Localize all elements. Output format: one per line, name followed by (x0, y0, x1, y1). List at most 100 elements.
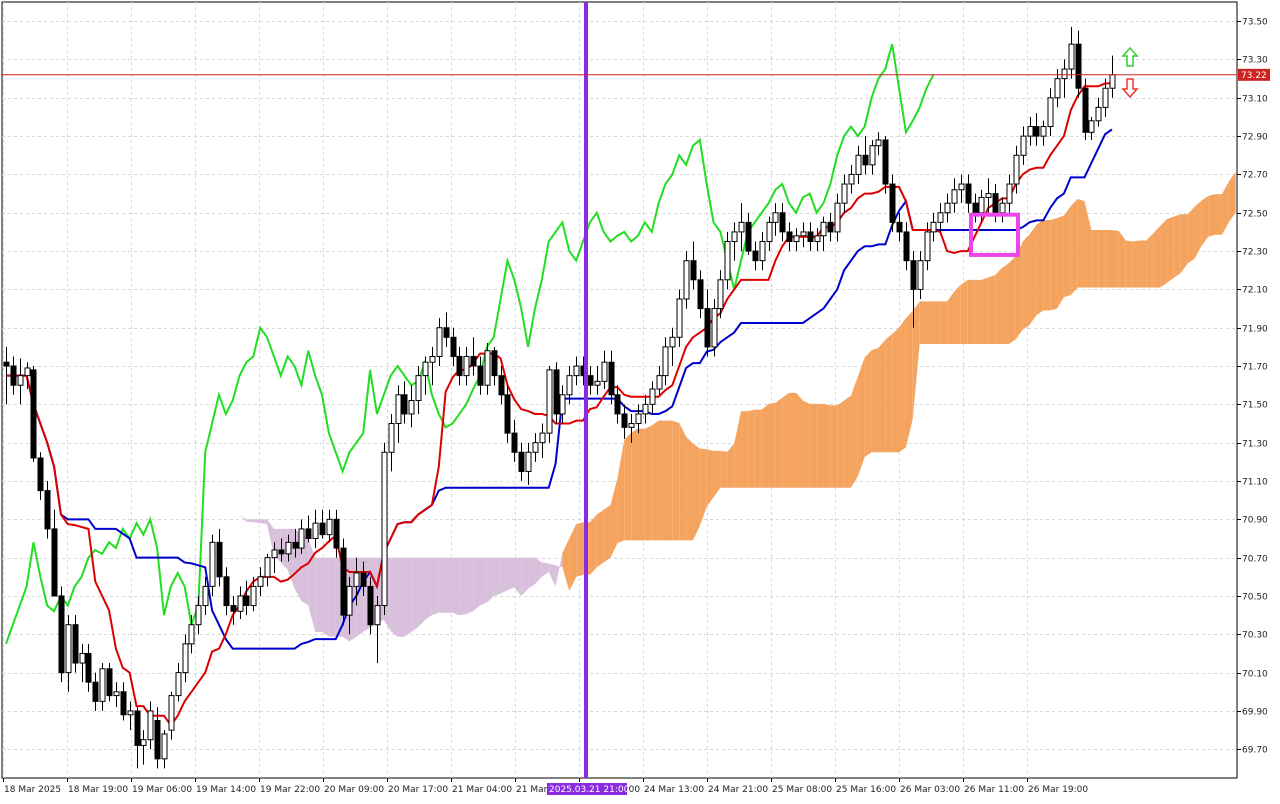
candle-bull (484, 350, 491, 386)
candle-bull (250, 585, 257, 607)
candle-bull (766, 221, 773, 243)
kumo-bull-segment (1043, 219, 1051, 311)
candle-bull (834, 202, 841, 233)
candle-bear (278, 549, 285, 555)
candle-bear (827, 221, 834, 233)
kumo-bull-segment (610, 478, 618, 558)
kumo-bear-segment (452, 557, 460, 616)
kumo-bear-segment (445, 557, 453, 613)
current-price-tag (1238, 68, 1270, 81)
kumo-bear-segment (260, 519, 268, 525)
kumo-bear-segment (301, 533, 309, 606)
candle-bear (752, 250, 759, 262)
candle-bull (388, 423, 395, 453)
candle-bull (573, 365, 580, 377)
candle-bull (1027, 126, 1034, 137)
candle-bull (79, 652, 86, 664)
kumo-bull-segment (1063, 206, 1071, 298)
candle-bear (450, 336, 457, 357)
candle-bull (820, 221, 827, 237)
candle-bull (127, 710, 134, 716)
x-tick-label: 26 Mar 11:00 (964, 785, 1024, 795)
candle-bull (525, 451, 532, 472)
candle-bull (676, 298, 683, 338)
candle-bull (65, 624, 72, 674)
kumo-bull-segment (995, 267, 1003, 345)
candle-bull (1020, 135, 1027, 156)
kumo-bull-segment (747, 409, 755, 488)
candle-bull (642, 403, 649, 415)
candle-bear (511, 432, 518, 453)
candle-bear (333, 518, 340, 549)
kumo-bull-segment (1146, 233, 1154, 288)
candle-bull (188, 624, 195, 645)
candle-bull (978, 196, 985, 214)
candle-bull (917, 260, 924, 290)
kumo-bear-segment (521, 557, 529, 596)
kumo-bear-segment (322, 557, 329, 637)
candle-bull (662, 346, 669, 377)
y-tick-label: 70.90 (1242, 516, 1268, 526)
candle-bear (243, 595, 250, 607)
candle-bear (518, 451, 525, 472)
candle-bear (896, 221, 903, 233)
kumo-bear-segment (459, 557, 467, 616)
kumo-bull-segment (692, 443, 700, 541)
candle-bull (649, 388, 656, 405)
candle-bull (759, 241, 766, 262)
kumo-bull-segment (1139, 240, 1147, 288)
candle-bull (594, 380, 601, 386)
candle-bear (498, 375, 505, 396)
candle-bear (786, 231, 793, 243)
candle-bull (848, 173, 855, 185)
candle-bull (924, 231, 931, 262)
candle-bear (504, 394, 511, 434)
candle-bull (999, 202, 1006, 214)
x-tick-label: 24 Mar 21:00 (708, 785, 768, 795)
kumo-bull-segment (1112, 230, 1119, 288)
candle-bear (903, 231, 910, 262)
kumo-bear-segment (541, 562, 549, 577)
candle-bull (326, 518, 333, 536)
candle-bear (443, 327, 450, 338)
candle-bear (134, 710, 141, 746)
candle-bear (862, 154, 869, 166)
candle-bull (195, 605, 202, 626)
candle-bear (965, 183, 972, 204)
kumo-bull-segment (1098, 230, 1106, 288)
kumo-bull-segment (940, 301, 948, 345)
kumo-bear-segment (315, 557, 322, 632)
candle-bull (436, 327, 443, 357)
kumo-bull-segment (1173, 214, 1181, 278)
x-tick-label: 20 Mar 17:00 (388, 785, 448, 795)
kumo-bull-segment (926, 301, 934, 345)
kumo-bull-segment (885, 333, 893, 453)
up-arrow-shape (1121, 46, 1139, 67)
candle-bull (711, 308, 718, 348)
kumo-bull-segment (981, 277, 989, 345)
kumo-bull-segment (1002, 263, 1009, 345)
candle-bear (553, 369, 560, 415)
y-tick-label: 70.30 (1242, 631, 1268, 641)
candle-bear (340, 547, 347, 616)
kumo-bear-segment (528, 557, 535, 589)
kumo-bear-segment (473, 557, 480, 612)
kumo-bear-segment (480, 557, 487, 606)
candle-bull (1054, 78, 1061, 99)
kumo-bull-segment (1015, 241, 1023, 340)
candle-bull (635, 413, 642, 425)
candle-bear (1082, 87, 1089, 133)
candle-bull (312, 522, 319, 539)
kumo-bear-segment (493, 557, 501, 596)
x-tick-label: 25 Mar 08:00 (772, 785, 832, 795)
x-tick-label: 25 Mar 16:00 (836, 785, 896, 795)
candle-bull (1006, 183, 1013, 204)
candle-bear (367, 585, 374, 626)
kumo-bull-segment (672, 420, 680, 541)
candle-bull (772, 212, 779, 223)
kumo-bull-segment (1084, 201, 1092, 288)
current-price-label: 73.22 (1241, 71, 1267, 81)
candle-bear (1075, 43, 1082, 89)
